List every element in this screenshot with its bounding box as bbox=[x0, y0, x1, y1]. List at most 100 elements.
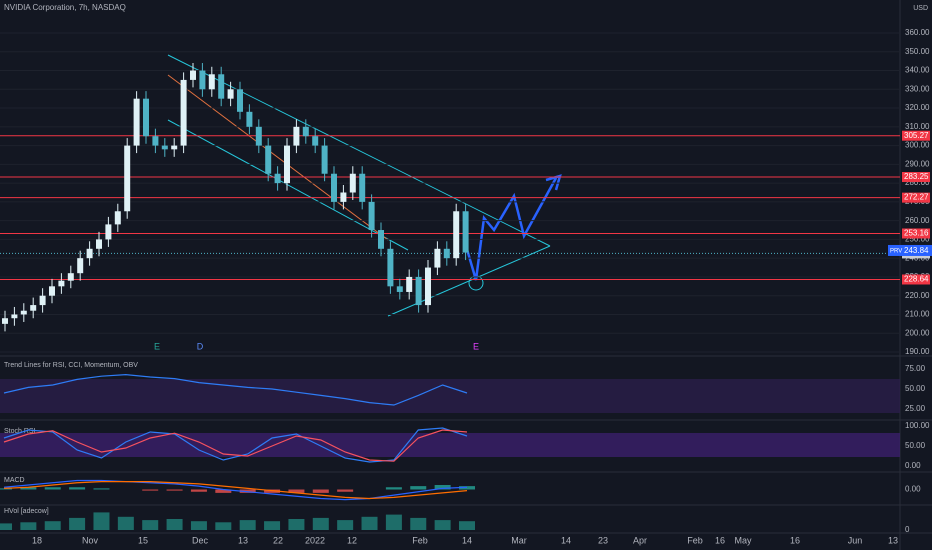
y-tick-label: 0 bbox=[905, 525, 910, 534]
candle-body bbox=[77, 258, 84, 274]
y-tick-label: 290.00 bbox=[905, 159, 930, 168]
y-tick-label: 25.00 bbox=[905, 404, 926, 413]
candle-body bbox=[237, 89, 243, 112]
candle-body bbox=[359, 173, 366, 202]
macd-hist-bar bbox=[142, 489, 159, 491]
x-tick-label: Jun bbox=[848, 535, 863, 545]
x-tick-label: Apr bbox=[633, 535, 647, 545]
level-label: 305.27 bbox=[904, 131, 929, 140]
drawings bbox=[167, 54, 562, 317]
candle-body bbox=[274, 173, 281, 184]
rsi-line bbox=[3, 373, 468, 406]
macd-hist-bar bbox=[434, 485, 451, 490]
marker: E bbox=[473, 341, 479, 351]
candle-body bbox=[30, 305, 37, 311]
candle-body bbox=[171, 145, 178, 150]
candle-body bbox=[406, 276, 413, 292]
volume-bar bbox=[312, 517, 329, 530]
candle-body bbox=[133, 98, 140, 146]
price-tag-text: PRV bbox=[890, 249, 902, 255]
macd-hist-bar bbox=[166, 489, 183, 491]
candle-body bbox=[143, 98, 149, 137]
macd-hist-bar bbox=[44, 487, 61, 490]
marker: E bbox=[154, 341, 160, 351]
x-tick-label: May bbox=[734, 535, 752, 545]
candle-body bbox=[331, 173, 337, 202]
x-tick-label: Nov bbox=[82, 535, 99, 545]
candle-body bbox=[39, 295, 46, 306]
candle-body bbox=[425, 267, 431, 306]
candle-body bbox=[124, 145, 131, 212]
volume-bar bbox=[434, 520, 451, 530]
macd-hist-bar bbox=[215, 489, 232, 493]
x-tick-label: 18 bbox=[32, 535, 42, 545]
candle-body bbox=[2, 318, 8, 324]
x-tick-label: 12 bbox=[347, 535, 357, 545]
candle-body bbox=[86, 248, 93, 259]
arrow-path bbox=[464, 177, 558, 281]
volume-bar bbox=[288, 519, 305, 530]
y-tick-label: 330.00 bbox=[905, 84, 930, 93]
level-label: 283.25 bbox=[904, 172, 929, 181]
arrow-head bbox=[545, 174, 562, 191]
candle-body bbox=[208, 74, 215, 90]
y-tick-label: 280.00 bbox=[905, 178, 930, 187]
x-tick-label: 23 bbox=[598, 535, 608, 545]
candle-body bbox=[462, 211, 469, 253]
candle-body bbox=[396, 286, 403, 292]
macd-hist-bar bbox=[385, 487, 402, 490]
pane-label: MACD bbox=[4, 477, 25, 484]
volume-bar bbox=[142, 520, 159, 530]
pane-label: Stoch RSI bbox=[4, 428, 36, 435]
y-tick-label: 100.00 bbox=[905, 421, 930, 430]
candle-body bbox=[67, 273, 74, 281]
y-tick-label: 260.00 bbox=[905, 216, 930, 225]
price-label: 243.84 bbox=[904, 246, 929, 255]
signal-line bbox=[3, 481, 468, 500]
volume-bar bbox=[117, 516, 134, 530]
x-tick-label: 14 bbox=[462, 535, 472, 545]
x-tick-label: 15 bbox=[138, 535, 148, 545]
trend-line bbox=[167, 54, 551, 247]
candle-body bbox=[190, 70, 196, 80]
x-tick-label: 22 bbox=[273, 535, 283, 545]
x-tick-label: 13 bbox=[238, 535, 248, 545]
level-tag bbox=[902, 172, 930, 183]
level-tag bbox=[902, 274, 930, 285]
volume-bar bbox=[69, 517, 86, 530]
macd-hist-bar bbox=[0, 488, 12, 490]
macd-hist-bar bbox=[337, 489, 354, 492]
candle-body bbox=[443, 248, 450, 259]
candle-body bbox=[11, 314, 18, 319]
candle-body bbox=[96, 239, 102, 249]
x-tick-label: 14 bbox=[561, 535, 571, 545]
y-tick-label: 50.00 bbox=[905, 384, 926, 393]
macd-hist-bar bbox=[288, 489, 305, 493]
volume-bar bbox=[215, 522, 232, 530]
y-tick-label: 310.00 bbox=[905, 122, 930, 131]
x-tick-label: Dec bbox=[192, 535, 209, 545]
y-tick-label: 320.00 bbox=[905, 103, 930, 112]
level-label: 253.16 bbox=[904, 229, 929, 238]
x-tick-label: 16 bbox=[790, 535, 800, 545]
volume-bar bbox=[93, 512, 110, 530]
candle-body bbox=[378, 230, 384, 249]
level-tag bbox=[902, 228, 930, 239]
level-label: 272.27 bbox=[904, 193, 929, 202]
x-tick-label: Feb bbox=[687, 535, 703, 545]
candle-body bbox=[114, 211, 121, 225]
candle-body bbox=[265, 145, 272, 174]
y-tick-label: 0.00 bbox=[905, 485, 921, 494]
candle-body bbox=[321, 145, 328, 174]
macd-hist-bar bbox=[69, 487, 86, 490]
candle-body bbox=[218, 74, 225, 99]
candle-body bbox=[415, 276, 422, 306]
x-tick-label: 2022 bbox=[305, 535, 325, 545]
candle-body bbox=[255, 126, 262, 146]
candle-body bbox=[161, 145, 168, 150]
y-tick-label: 75.00 bbox=[905, 364, 926, 373]
candle-body bbox=[340, 192, 347, 202]
x-tick-label: 16 bbox=[715, 535, 725, 545]
